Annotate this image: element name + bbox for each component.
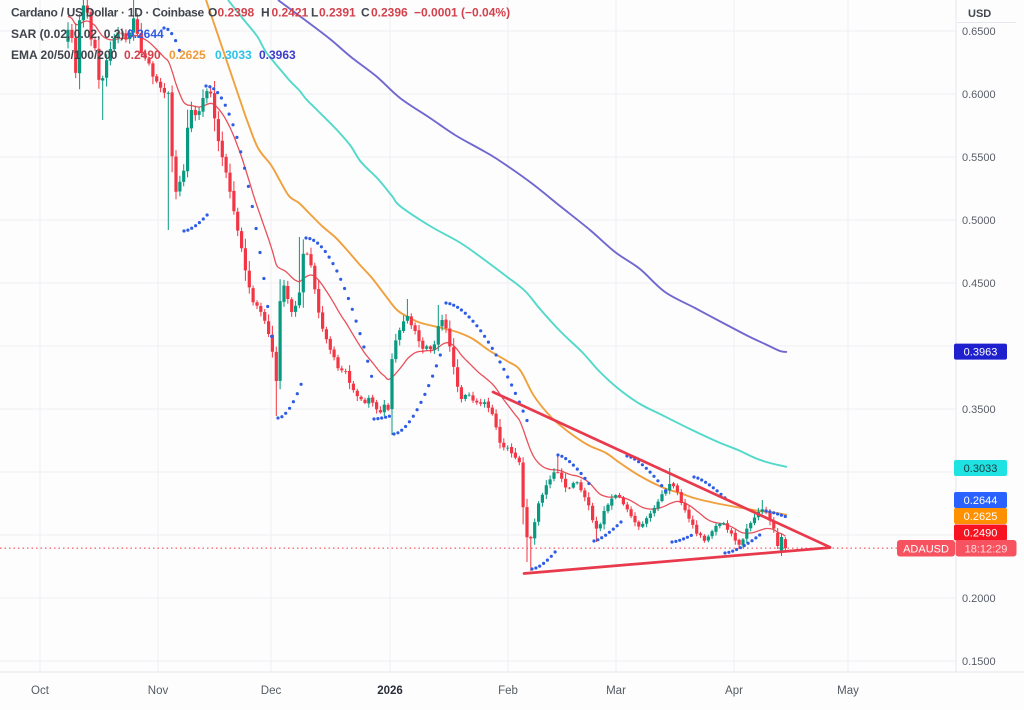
- svg-text:0.2644: 0.2644: [964, 495, 998, 507]
- svg-text:0.2644: 0.2644: [127, 27, 164, 41]
- svg-text:ADAUSD: ADAUSD: [903, 544, 949, 556]
- svg-text:0.2398: 0.2398: [218, 6, 255, 20]
- svg-text:USD: USD: [968, 8, 991, 20]
- svg-text:0.4500: 0.4500: [962, 278, 996, 290]
- svg-text:0.2625: 0.2625: [964, 511, 998, 523]
- svg-text:C: C: [361, 6, 370, 20]
- svg-text:0.2421: 0.2421: [272, 6, 309, 20]
- svg-text:0.3500: 0.3500: [962, 404, 996, 416]
- svg-text:L: L: [311, 6, 318, 20]
- svg-text:Dec: Dec: [261, 685, 282, 697]
- svg-text:0.3033: 0.3033: [215, 48, 252, 62]
- svg-text:Nov: Nov: [148, 685, 169, 697]
- svg-text:−0.0001 (−0.04%): −0.0001 (−0.04%): [414, 6, 510, 20]
- svg-text:0.2391: 0.2391: [319, 6, 356, 20]
- svg-text:18:12:29: 18:12:29: [965, 544, 1008, 556]
- svg-text:0.3963: 0.3963: [964, 347, 998, 359]
- svg-text:0.6500: 0.6500: [962, 26, 996, 38]
- svg-text:0.2490: 0.2490: [964, 528, 998, 540]
- svg-text:0.3033: 0.3033: [964, 463, 998, 475]
- svg-text:Cardano / US Dollar · 1D · Coi: Cardano / US Dollar · 1D · Coinbase: [11, 6, 204, 20]
- svg-text:2026: 2026: [377, 685, 403, 697]
- svg-text:H: H: [261, 6, 270, 20]
- svg-text:Apr: Apr: [725, 685, 743, 697]
- svg-text:0.2625: 0.2625: [169, 48, 206, 62]
- svg-text:0.2490: 0.2490: [124, 48, 161, 62]
- svg-text:EMA 20/50/100/200: EMA 20/50/100/200: [11, 48, 118, 62]
- svg-text:0.6000: 0.6000: [962, 89, 996, 101]
- svg-text:0.2000: 0.2000: [962, 593, 996, 605]
- svg-text:May: May: [837, 685, 859, 697]
- svg-text:0.5500: 0.5500: [962, 152, 996, 164]
- svg-text:Feb: Feb: [498, 685, 518, 697]
- svg-text:Oct: Oct: [31, 685, 50, 697]
- svg-text:0.5000: 0.5000: [962, 215, 996, 227]
- svg-text:Mar: Mar: [606, 685, 626, 697]
- svg-text:0.1500: 0.1500: [962, 656, 996, 668]
- svg-text:O: O: [208, 6, 217, 20]
- svg-text:0.3963: 0.3963: [259, 48, 296, 62]
- svg-text:0.2396: 0.2396: [371, 6, 408, 20]
- svg-text:SAR (0.02, 0.02, 0.2): SAR (0.02, 0.02, 0.2): [11, 27, 124, 41]
